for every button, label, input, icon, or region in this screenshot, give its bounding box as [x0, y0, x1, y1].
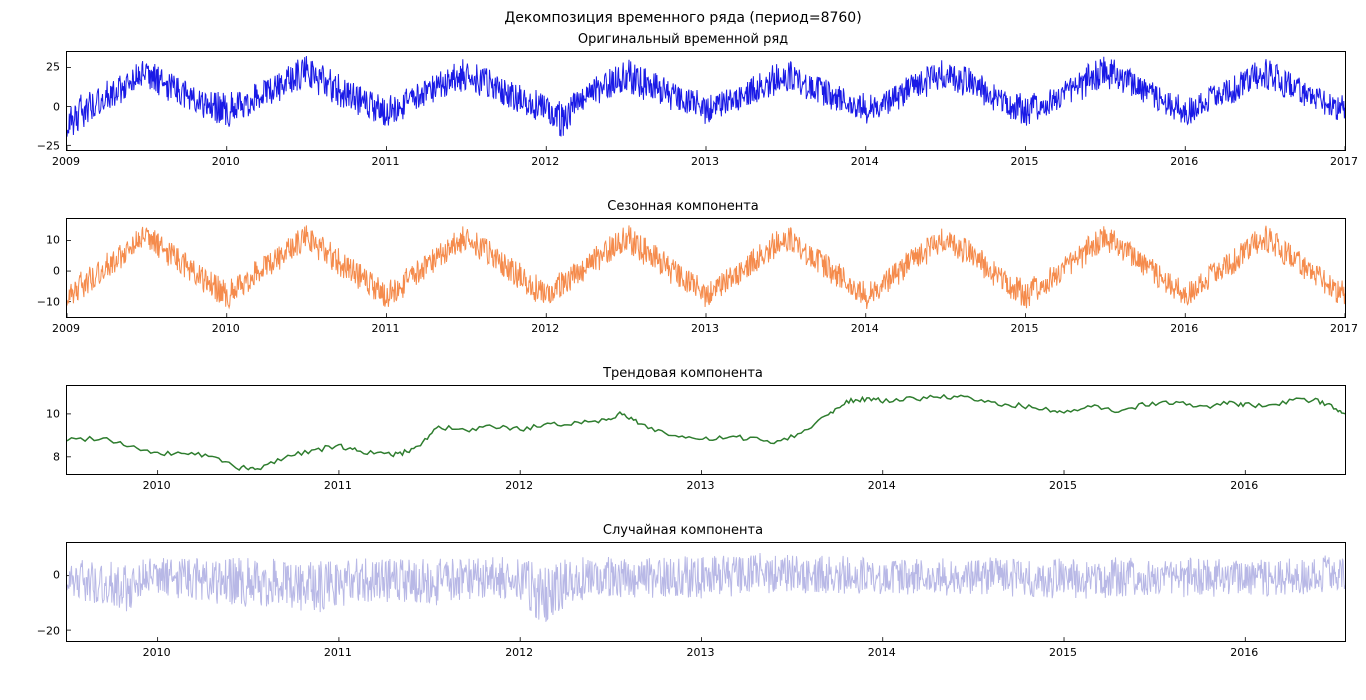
plot-area	[66, 51, 1346, 151]
x-tick-label: 2012	[531, 155, 559, 168]
panel-trend: Трендовая компонента81020102011201220132…	[20, 366, 1346, 495]
y-axis: −10 0 10	[20, 218, 66, 318]
plot-row: −20 0	[20, 542, 1346, 642]
plot-area	[66, 542, 1346, 642]
panel-title: Оригинальный временной ряд	[20, 32, 1346, 47]
y-tick-label: 0	[53, 100, 60, 113]
x-tick-label: 2010	[212, 322, 240, 335]
panel-title: Сезонная компонента	[20, 199, 1346, 214]
x-tick-label: 2017	[1330, 322, 1358, 335]
x-tick-label: 2016	[1170, 322, 1198, 335]
x-tick-label: 2013	[691, 322, 719, 335]
chart-svg	[67, 543, 1345, 641]
panel-title: Случайная компонента	[20, 523, 1346, 538]
chart-svg	[67, 386, 1345, 474]
y-axis: −20 0	[20, 542, 66, 642]
series-line	[67, 395, 1345, 470]
x-tick-label: 2011	[324, 646, 352, 659]
y-tick-label: 0	[53, 265, 60, 278]
x-tick-label: 2011	[324, 479, 352, 492]
x-tick-label: 2016	[1230, 646, 1258, 659]
plot-row: 8 10	[20, 385, 1346, 475]
y-tick-label: 8	[53, 451, 60, 464]
x-tick-label: 2012	[505, 479, 533, 492]
x-tick-label: 2016	[1230, 479, 1258, 492]
x-tick-label: 2009	[52, 155, 80, 168]
x-tick-label: 2013	[686, 646, 714, 659]
x-axis: 2010 2011 2012 2013 2014 2015 2016	[66, 475, 1346, 495]
y-tick-label: −20	[37, 624, 60, 637]
chart-svg	[67, 219, 1345, 317]
panel-title: Трендовая компонента	[20, 366, 1346, 381]
x-tick-label: 2010	[212, 155, 240, 168]
figure: Декомпозиция временного ряда (период=876…	[20, 10, 1346, 662]
y-tick-label: 10	[46, 407, 60, 420]
y-tick-label: 10	[46, 233, 60, 246]
plot-row: −25 0 25	[20, 51, 1346, 151]
y-axis: 8 10	[20, 385, 66, 475]
x-tick-label: 2015	[1049, 479, 1077, 492]
plot-area	[66, 385, 1346, 475]
x-tick-label: 2015	[1049, 646, 1077, 659]
x-tick-label: 2012	[505, 646, 533, 659]
series-line	[67, 225, 1345, 309]
series-line	[67, 553, 1345, 622]
x-tick-label: 2014	[851, 155, 879, 168]
x-tick-label: 2014	[868, 479, 896, 492]
y-tick-label: 25	[46, 60, 60, 73]
x-axis: 2010 2011 2012 2013 2014 2015 2016	[66, 642, 1346, 662]
x-tick-label: 2017	[1330, 155, 1358, 168]
x-tick-label: 2009	[52, 322, 80, 335]
panel-residual: Случайная компонента −20 0 2010 2011 2012 2013…	[20, 523, 1346, 662]
x-tick-label: 2014	[868, 646, 896, 659]
y-tick-label: −10	[37, 296, 60, 309]
x-tick-label: 2014	[851, 322, 879, 335]
x-tick-label: 2011	[372, 322, 400, 335]
y-tick-label: 0	[53, 569, 60, 582]
chart-svg	[67, 52, 1345, 150]
panels-container: Оригинальный временной ряд −25 0 25 2009 2010…	[20, 32, 1346, 662]
series-line	[67, 56, 1345, 137]
x-axis: 200920102011201220132014201520162017	[66, 318, 1346, 338]
y-axis: −25 0 25	[20, 51, 66, 151]
x-tick-label: 2016	[1170, 155, 1198, 168]
x-tick-label: 2011	[372, 155, 400, 168]
x-tick-label: 2015	[1011, 155, 1039, 168]
x-tick-label: 2015	[1011, 322, 1039, 335]
panel-original: Оригинальный временной ряд −25 0 25 2009 2010…	[20, 32, 1346, 171]
panel-seasonal: Сезонная компонента −10 0 10 2009 2010 2011 201…	[20, 199, 1346, 338]
x-axis: 200920102011201220132014201520162017	[66, 151, 1346, 171]
x-tick-label: 2012	[531, 322, 559, 335]
figure-suptitle: Декомпозиция временного ряда (период=876…	[20, 10, 1346, 26]
plot-area	[66, 218, 1346, 318]
plot-row: −10 0 10	[20, 218, 1346, 318]
y-tick-label: −25	[37, 140, 60, 153]
x-tick-label: 2010	[143, 646, 171, 659]
x-tick-label: 2013	[691, 155, 719, 168]
x-tick-label: 2010	[143, 479, 171, 492]
x-tick-label: 2013	[686, 479, 714, 492]
